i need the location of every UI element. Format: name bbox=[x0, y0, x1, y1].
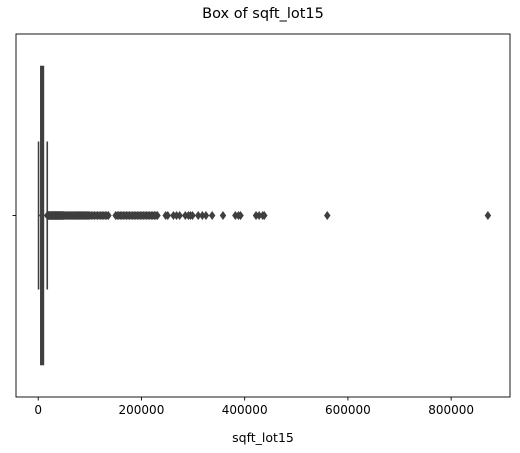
x-tick-label: 800000 bbox=[428, 403, 474, 417]
outlier-point bbox=[164, 210, 172, 221]
x-tick-label: 200000 bbox=[119, 403, 165, 417]
x-tick-label: 0 bbox=[34, 403, 42, 417]
x-tick-label: 600000 bbox=[325, 403, 371, 417]
plot-area bbox=[37, 65, 492, 366]
x-axis-label: sqft_lot15 bbox=[232, 430, 294, 445]
outlier-point bbox=[208, 210, 216, 221]
chart-title: Box of sqft_lot15 bbox=[202, 6, 324, 22]
outlier-point bbox=[219, 210, 227, 221]
outlier-point bbox=[154, 210, 161, 221]
outlier-point bbox=[324, 210, 331, 221]
outlier-point bbox=[237, 210, 244, 221]
outlier-point bbox=[105, 210, 112, 221]
x-axis: 0 200000 400000 600000 800000 bbox=[34, 397, 474, 417]
outlier-point bbox=[176, 210, 183, 221]
outlier-point bbox=[484, 210, 492, 221]
outlier-point bbox=[261, 210, 268, 221]
outlier-point bbox=[189, 210, 196, 221]
outlier-point bbox=[202, 210, 210, 221]
x-tick-label: 400000 bbox=[222, 403, 268, 417]
